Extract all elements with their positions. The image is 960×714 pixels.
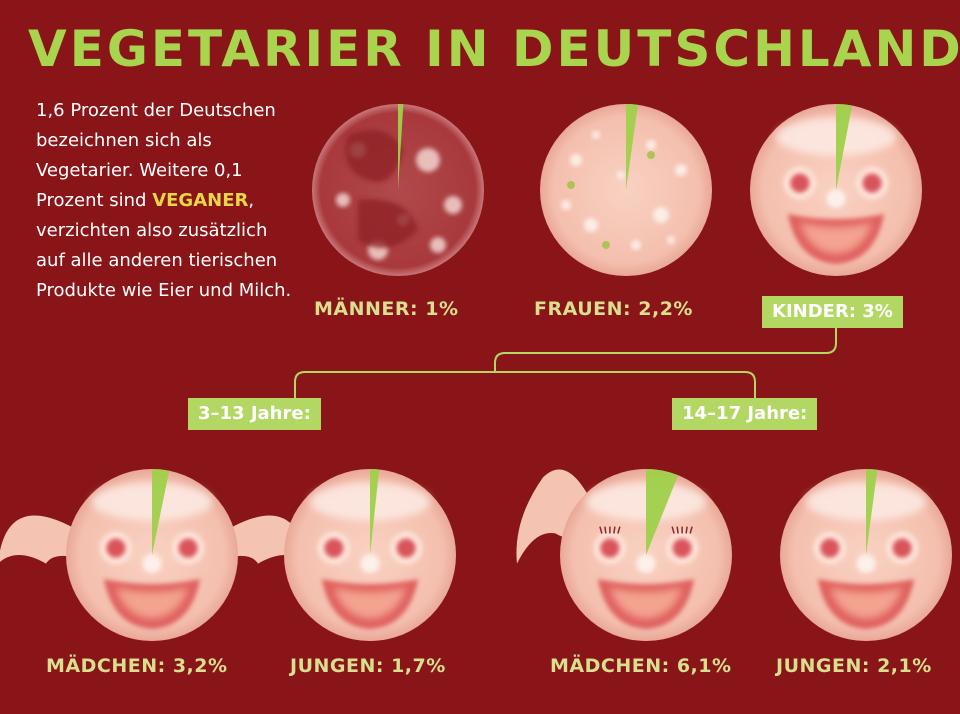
group-label-3-13: 3–13 Jahre:: [188, 398, 321, 430]
pie-slice-vegetarian: [836, 104, 853, 190]
pie-slice-vegetarian: [866, 469, 878, 555]
intro-text: 1,6 Prozent der Deutschen bezeichnen sic…: [36, 96, 296, 306]
pie-label: MÄDCHEN: 6,1%: [550, 655, 732, 677]
pie-slice-vegetarian: [626, 104, 638, 190]
connector-kinder: [494, 328, 837, 372]
pie-slice-vegetarian: [646, 469, 679, 555]
pie-1: [540, 104, 712, 276]
pie-slice-vegetarian: [152, 469, 170, 555]
pie-slice-vegetarian: [370, 469, 380, 555]
pie-0: [312, 104, 484, 276]
group-label-14-17: 14–17 Jahre:: [672, 398, 818, 430]
pie-label: FRAUEN: 2,2%: [534, 298, 693, 320]
pie-label: KINDER: 3%: [762, 296, 903, 328]
pie-label: JUNGEN: 2,1%: [776, 655, 932, 677]
pie-4: [284, 469, 456, 641]
pie-5: [516, 469, 732, 641]
pie-label: JUNGEN: 1,7%: [290, 655, 446, 677]
ponytail: [516, 469, 595, 564]
page-title: VEGETARIER IN DEUTSCHLAND: [28, 20, 960, 78]
intro-text-start: 1,6 Prozent der Deutschen bezeichnen sic…: [36, 100, 276, 211]
intro-highlight-veganer: VEGANER: [152, 190, 249, 211]
pie-label: MÄDCHEN: 3,2%: [46, 655, 228, 677]
pigtail-left: [0, 515, 84, 564]
connector-groups: [294, 371, 756, 400]
pie-6: [780, 469, 952, 641]
intro-text-end: , verzichten also zusätzlich auf alle an…: [36, 190, 292, 301]
pie-2: [750, 104, 922, 276]
pie-slice-vegetarian: [398, 104, 404, 190]
pies-layer: [0, 104, 952, 641]
pie-3: [0, 469, 306, 641]
pie-label: MÄNNER: 1%: [314, 298, 459, 320]
